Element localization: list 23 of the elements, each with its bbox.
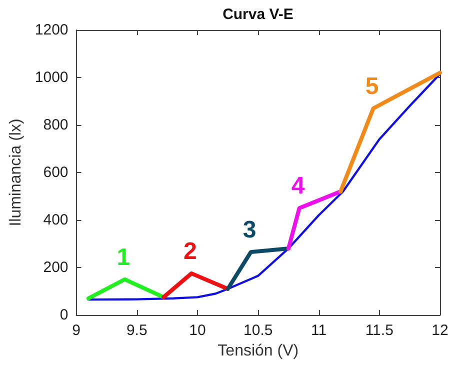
x-tick-label: 11	[310, 322, 327, 339]
y-tick-label: 0	[60, 306, 68, 324]
series-label: 4	[291, 172, 306, 200]
line-series	[87, 72, 442, 301]
series-label: 2	[183, 238, 197, 265]
y-tick-label: 1200	[34, 22, 68, 38]
chart-title: Curva V-E	[222, 6, 294, 23]
series-label: 3	[242, 216, 256, 244]
y-tick-label: 200	[43, 259, 68, 276]
y-tick-label: 600	[43, 164, 68, 181]
x-tick-label: 9.5	[126, 322, 148, 339]
y-axis-title: Iluminancia (lx)	[8, 118, 24, 226]
y-tick-label: 400	[43, 212, 68, 228]
series-label: 5	[365, 72, 379, 100]
x-axis-title: Tensión (V)	[218, 342, 299, 360]
x-tick-label: 10	[189, 322, 206, 339]
x-tick-label: 10.5	[244, 322, 273, 339]
x-tick-label: 12	[432, 322, 448, 339]
x-tick-label: 11.5	[365, 322, 394, 339]
y-tick-label: 1000	[34, 69, 68, 86]
x-tick-label: 9	[72, 322, 80, 339]
y-tick-label: 800	[43, 116, 68, 134]
series-label: 1	[116, 244, 130, 271]
